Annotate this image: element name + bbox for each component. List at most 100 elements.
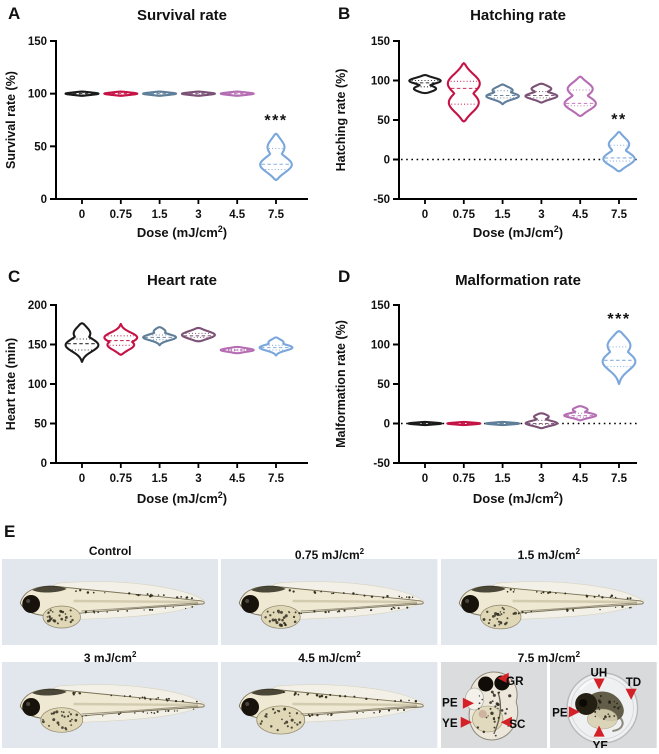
x-tick-label: 0 (79, 209, 85, 221)
y-tick-label: 100 (28, 89, 47, 101)
embryo-cell-label: 7.5 mJ/cm2 (517, 650, 581, 665)
violin-1.5 (142, 326, 178, 347)
x-tick-label: 0.75 (110, 473, 133, 485)
embryo-cell-label: Control (88, 544, 132, 558)
x-axis-label: Dose (mJ/cm2) (473, 490, 563, 506)
chart-title: Hatching rate (470, 7, 566, 24)
x-tick-label: 4.5 (572, 473, 589, 485)
violin-3 (524, 82, 559, 104)
embryo-cell-label: 4.5 mJ/cm2 (298, 650, 361, 665)
violin-0.75 (103, 322, 139, 356)
unhatched-embryo-figure (566, 672, 639, 744)
axes (398, 40, 637, 200)
arrowhead-icon (500, 716, 512, 728)
hatching-rate-svg: Hatching rate -50 0 50 100 150 0 0.75 1.5 3 4.5 7.5… (334, 7, 637, 240)
x-tick-label: 3 (195, 209, 201, 221)
y-tick-label: 150 (371, 36, 390, 48)
embryo-cell-7.5-mj-cm2: 7.5 mJ/cm2 PE GR YE SC UH TD PE YE (440, 647, 657, 748)
violin-0 (64, 90, 100, 97)
arrowhead-icon (497, 672, 509, 684)
annotation-label: YE (442, 718, 458, 730)
x-axis-label: Dose (mJ/cm2) (137, 490, 227, 506)
x-tick-label: 0 (422, 473, 428, 485)
panel-survival-rate: A Survival rate 0 50 100 150 0 0.75 1.5 3 4.5 7.5 *… (0, 0, 330, 255)
y-tick-label: 0 (384, 419, 390, 431)
axes (55, 40, 308, 200)
violin-3 (180, 90, 216, 97)
violin-4.5 (219, 345, 255, 355)
violin-4.5 (219, 90, 255, 97)
x-tick-label: 0 (422, 209, 428, 221)
x-tick-label: 4.5 (572, 209, 589, 221)
zebrafish-larva (239, 684, 425, 735)
zebrafish-larva (19, 684, 206, 733)
annotation-label: PE (442, 697, 458, 709)
x-tick-label: 0.75 (110, 209, 133, 221)
heart-rate-svg: Heart rate 0 50 100 150 200 0 0.75 1.5 3 4.5 7.5 Dos… (4, 272, 308, 506)
y-tick-label: 0 (41, 194, 47, 206)
arrowhead-icon (593, 678, 605, 690)
embryo-cell-label: 0.75 mJ/cm2 (294, 547, 365, 562)
yolk-sac (256, 705, 306, 735)
eye (22, 595, 41, 613)
x-ticks: 0 0.75 1.5 3 4.5 7.5 (79, 199, 285, 221)
curled-tail (612, 717, 624, 732)
x-tick-label: 7.5 (611, 473, 628, 485)
y-tick-label: -50 (373, 194, 390, 206)
chart-title: Heart rate (147, 272, 217, 289)
y-tick-label: 200 (28, 300, 47, 312)
y-axis-label: Hatching rate (%) (334, 69, 348, 172)
y-tick-label: 100 (371, 76, 390, 88)
x-tick-label: 1.5 (495, 473, 512, 485)
x-tick-label: 1.5 (495, 209, 512, 221)
arrowhead-icon (593, 725, 605, 737)
violin-7.5 (602, 130, 636, 173)
x-tick-label: 1.5 (152, 209, 169, 221)
x-ticks: 0 0.75 1.5 3 4.5 7.5 (422, 199, 628, 221)
embryo-photo (221, 559, 438, 645)
arrowhead-icon (569, 706, 581, 718)
y-tick-label: 50 (34, 419, 47, 431)
zebrafish-larva (239, 581, 425, 629)
y-tick-label: 100 (28, 379, 47, 391)
y-tick-label: -50 (373, 458, 390, 470)
violin-3 (524, 412, 559, 430)
violin-0.75 (446, 62, 481, 123)
x-tick-label: 7.5 (611, 209, 628, 221)
violin-0 (64, 322, 100, 363)
panel-embryo-images: E Control 0.75 mJ/cm2 1.5 mJ/cm2 3 mJ/cm2 4.… (0, 520, 659, 754)
y-tick-label: 50 (377, 115, 390, 127)
violin-0.75 (103, 90, 139, 97)
panel-letter-e: E (4, 522, 16, 541)
significance-stars: ** (611, 112, 626, 129)
chart-title: Survival rate (137, 7, 227, 24)
y-ticks: 0 50 100 150 (28, 36, 56, 206)
violin-0 (408, 73, 442, 95)
embryo-cell-3-mj-cm2: 3 mJ/cm2 (2, 647, 219, 748)
yolk-sac (479, 604, 522, 630)
yolk-sac (261, 605, 301, 629)
bent-spine (492, 691, 501, 735)
y-ticks: 0 50 100 150 200 (28, 300, 56, 470)
annotations: PE GR YE SC (442, 672, 526, 731)
survival-rate-chart: Survival rate 0 50 100 150 0 0.75 1.5 3 4.5 7.5 ***… (0, 0, 330, 255)
arrowhead-icon (462, 697, 474, 709)
panel-malformation-rate: D Malformation rate -50 0 50 100 150 0 0.75 1.5 3… (330, 255, 659, 520)
y-ticks: -50 0 50 100 150 (371, 36, 399, 206)
embryo-cell-4.5-mj-cm2: 4.5 mJ/cm2 (221, 647, 438, 748)
x-axis-label: Dose (mJ/cm2) (137, 224, 227, 240)
eye (241, 595, 260, 613)
y-ticks: -50 0 50 100 150 (371, 300, 399, 470)
arrowhead-icon (625, 688, 637, 700)
hatching-rate-chart: Hatching rate -50 0 50 100 150 0 0.75 1.5 3 4.5 7.5… (330, 0, 659, 255)
violin-4.5 (563, 405, 598, 422)
violin-1.5 (485, 83, 520, 106)
embryo-photo (2, 559, 219, 645)
annotation-label: YE (593, 740, 609, 748)
y-axis-label: Heart rate (min) (4, 338, 18, 430)
violin-3 (180, 326, 216, 343)
x-tick-label: 7.5 (268, 473, 285, 485)
y-tick-label: 150 (28, 36, 47, 48)
violin-4.5 (563, 75, 597, 118)
